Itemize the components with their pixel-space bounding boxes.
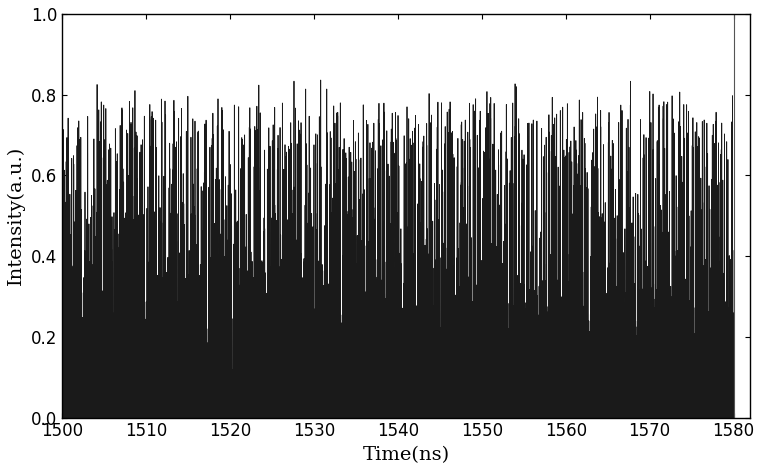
Y-axis label: Intensity(a.u.): Intensity(a.u.) (7, 146, 25, 285)
X-axis label: Time(ns): Time(ns) (363, 446, 450, 464)
